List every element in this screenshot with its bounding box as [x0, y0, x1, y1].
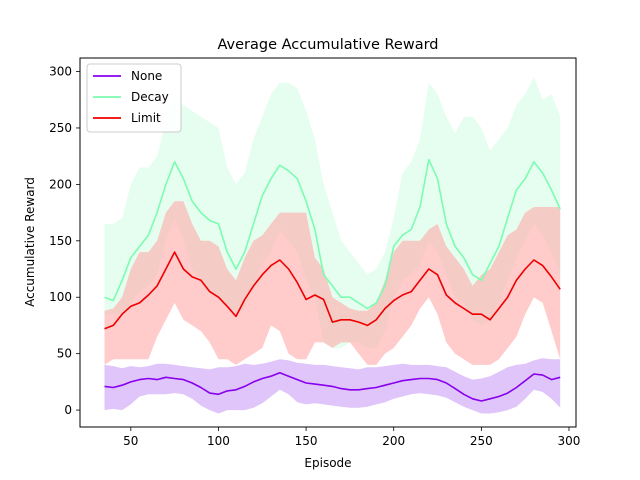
band-limit	[104, 201, 561, 365]
y-axis-title: Accumulative Reward	[23, 177, 37, 307]
series-lines	[104, 158, 561, 402]
x-tick-label: 100	[207, 434, 230, 448]
x-tick-label: 150	[295, 434, 318, 448]
legend-label-decay: Decay	[131, 90, 169, 104]
x-tick-label: 50	[123, 434, 138, 448]
x-axis-ticks: 50 100 150 200 250 300	[123, 427, 580, 448]
x-tick-label: 250	[470, 434, 493, 448]
y-tick-label: 50	[57, 347, 72, 361]
x-tick-label: 200	[382, 434, 405, 448]
legend-label-none: None	[131, 69, 162, 83]
plot-frame	[79, 57, 577, 428]
x-tick-label: 300	[558, 434, 581, 448]
y-axis-ticks: 0 50 100 150 200 250 300	[49, 65, 80, 417]
y-tick-label: 100	[49, 290, 72, 304]
y-tick-label: 0	[64, 403, 72, 417]
chart-title: Average Accumulative Reward	[217, 37, 438, 53]
y-tick-label: 300	[49, 65, 72, 79]
line-limit	[104, 251, 561, 330]
legend-label-limit: Limit	[131, 111, 161, 125]
y-tick-label: 250	[49, 121, 72, 135]
x-axis-title: Episode	[304, 456, 351, 470]
y-tick-label: 200	[49, 177, 72, 191]
legend: None Decay Limit	[86, 63, 182, 133]
y-tick-label: 150	[49, 234, 72, 248]
line-none	[104, 371, 561, 402]
legend-box	[86, 63, 182, 133]
line-decay	[104, 158, 561, 310]
